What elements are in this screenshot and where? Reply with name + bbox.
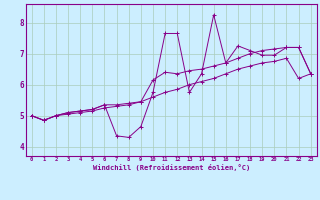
- X-axis label: Windchill (Refroidissement éolien,°C): Windchill (Refroidissement éolien,°C): [92, 164, 250, 171]
